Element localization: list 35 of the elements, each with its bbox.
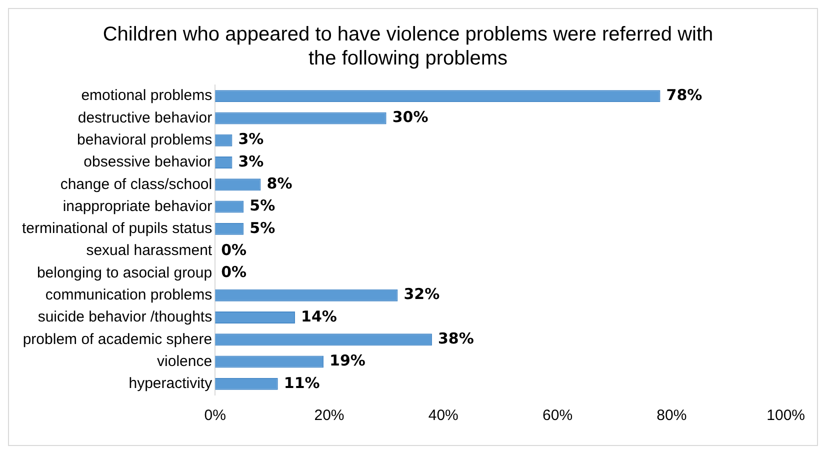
data-label: 0%	[221, 263, 247, 282]
y-tick-label: inappropriate behavior	[62, 198, 212, 215]
x-tick-label: 0%	[204, 407, 226, 424]
y-tick-label: terminational of pupils status	[22, 220, 212, 238]
data-label: 3%	[238, 152, 264, 170]
y-tick-label: sexual harassment	[86, 242, 213, 260]
y-tick-label: hyperactivity	[128, 375, 213, 392]
data-label: 78%	[666, 86, 702, 104]
y-tick-label: violence	[157, 352, 212, 370]
data-label: 30%	[392, 108, 428, 126]
x-tick-label: 20%	[314, 407, 344, 424]
data-label: 3%	[238, 130, 264, 148]
x-tick-label: 40%	[428, 407, 458, 424]
y-tick-label: change of class/school	[60, 176, 212, 193]
y-tick-label: behavioral problems	[77, 132, 212, 148]
data-label: 32%	[404, 285, 440, 304]
data-label: 11%	[284, 374, 320, 392]
x-tick-label: 60%	[542, 407, 573, 424]
y-tick-label: destructive behavior	[78, 109, 212, 126]
data-label: 0%	[221, 240, 247, 259]
data-label: 14%	[301, 307, 337, 326]
x-tick-label: 80%	[656, 407, 687, 424]
y-tick-label: problem of academic sphere	[22, 330, 212, 348]
chart-title: Children who appeared to have violence problems were referred with the following problems	[102, 24, 714, 70]
y-tick-label: belonging to asocial group	[36, 264, 212, 282]
x-tick-label: 100%	[766, 407, 806, 424]
data-label: 38%	[438, 330, 474, 348]
data-label: 5%	[250, 196, 276, 215]
y-tick-label: emotional problems	[81, 87, 212, 104]
y-tick-label: communication problems	[45, 286, 212, 304]
data-label: 8%	[266, 174, 292, 193]
y-tick-label: obsessive behavior	[84, 154, 212, 171]
data-label: 19%	[330, 352, 366, 370]
data-label: 5%	[250, 218, 276, 237]
y-tick-label: suicide behavior /thoughts	[38, 308, 212, 326]
